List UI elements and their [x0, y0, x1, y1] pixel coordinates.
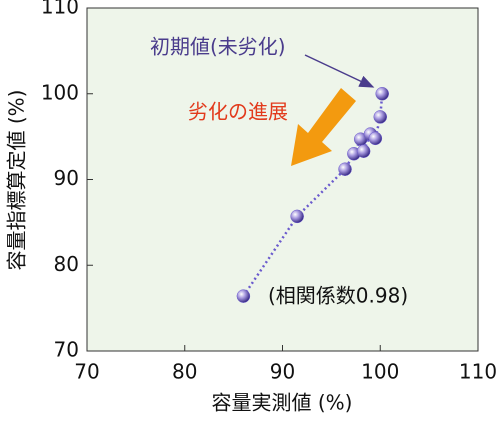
annotation: (相関係数0.98) [268, 284, 408, 308]
y-axis-label: 容量指標算定値 (%) [5, 90, 29, 271]
point [236, 289, 251, 303]
y-tick-label: 80 [54, 252, 79, 276]
y-tick-label: 100 [41, 80, 79, 104]
point [356, 144, 371, 158]
annotation-arrow [304, 54, 375, 88]
point [368, 131, 383, 146]
trend-line [242, 93, 384, 297]
y-tick-label: 110 [41, 0, 79, 19]
annotation: 初期値(未劣化) [150, 35, 286, 59]
x-tick-label: 90 [270, 360, 295, 384]
annotation: 劣化の進展 [188, 100, 288, 124]
point [373, 110, 387, 124]
x-tick-label: 70 [74, 360, 99, 384]
point [375, 87, 389, 101]
x-tick-label: 100 [361, 360, 399, 384]
y-tick-label: 70 [54, 338, 79, 362]
point [290, 209, 304, 224]
x-tick-label: 110 [459, 360, 497, 384]
point [338, 162, 352, 176]
y-tick-label: 90 [54, 166, 79, 190]
x-tick-label: 80 [172, 360, 197, 384]
trend-arrow [291, 88, 356, 166]
plot-area [86, 7, 479, 352]
x-axis-label: 容量実測値 (%) [212, 391, 353, 415]
